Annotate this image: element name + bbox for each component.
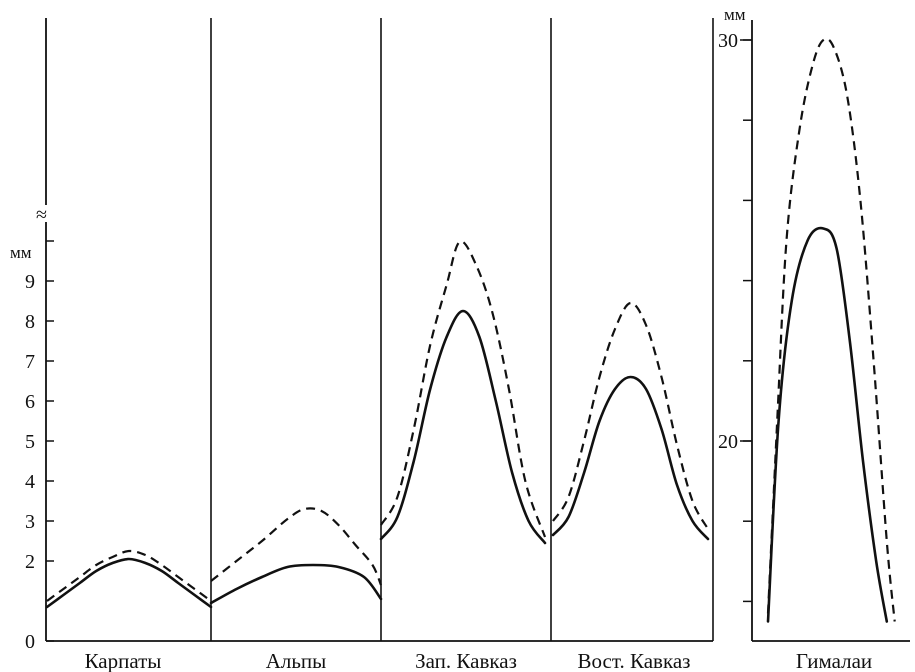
curves — [45, 37, 896, 623]
region-label: Альпы — [266, 649, 327, 672]
region-label: Вост. Кавказ — [578, 649, 691, 672]
series-line-dashed — [380, 240, 547, 538]
region-label: Зап. Кавказ — [415, 649, 517, 672]
region-label: Гималаи — [796, 649, 872, 672]
left-tick-label: 2 — [25, 551, 35, 573]
right-tick-label: 30 — [718, 30, 738, 52]
left-axis-unit: мм — [10, 243, 32, 262]
left-tick-label: 8 — [25, 311, 35, 333]
axis-break-symbol: ≈ — [36, 204, 47, 226]
series-line-solid — [551, 375, 710, 541]
series-line-dashed — [210, 507, 383, 586]
left-tick-label: 0 — [25, 631, 35, 653]
series-line-solid — [766, 226, 889, 623]
ticks — [46, 39, 752, 642]
left-tick-label: 7 — [25, 351, 35, 373]
left-tick-label: 9 — [25, 271, 35, 293]
series-line-dashed — [46, 549, 212, 602]
series-line-solid — [209, 563, 383, 605]
right-axis-unit: мм — [724, 5, 746, 24]
series-line-solid — [45, 557, 213, 609]
right-tick-label: 20 — [718, 431, 738, 453]
left-tick-label: 5 — [25, 431, 35, 453]
axes — [45, 18, 910, 642]
left-tick-label: 4 — [25, 471, 35, 493]
region-label: Карпаты — [85, 649, 162, 672]
left-tick-label: 3 — [25, 511, 35, 533]
series-line-solid — [379, 309, 547, 545]
left-tick-label: 6 — [25, 391, 35, 413]
